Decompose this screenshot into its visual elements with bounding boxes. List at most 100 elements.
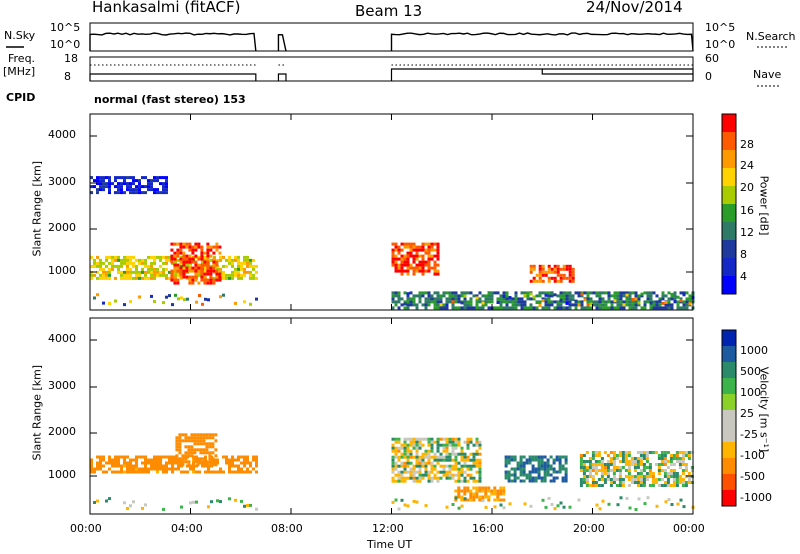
heatmap-cell <box>443 447 446 450</box>
heatmap-cell <box>187 445 190 448</box>
heatmap-cell <box>407 261 410 264</box>
heatmap-cell <box>231 265 234 268</box>
heatmap-cell <box>559 471 562 474</box>
heatmap-cell <box>545 274 548 277</box>
heatmap-cell <box>437 300 440 303</box>
heatmap-cell <box>452 477 455 480</box>
heatmap-cell <box>686 300 689 303</box>
heatmap-cell <box>129 274 132 277</box>
heatmap-cell <box>572 268 575 271</box>
heatmap-cell <box>634 469 637 472</box>
heatmap-cell <box>126 471 129 474</box>
heatmap-cell <box>595 466 598 469</box>
heatmap-cell <box>569 294 572 297</box>
heatmap-cell <box>162 262 165 265</box>
heatmap-cell <box>413 474 416 477</box>
freq-label-line1: Freq. <box>8 52 35 65</box>
heatmap-cell <box>652 472 655 475</box>
heatmap-cell <box>138 468 141 471</box>
heatmap-cell <box>404 465 407 468</box>
heatmap-cell <box>181 457 184 460</box>
heatmap-cell <box>147 271 150 274</box>
heatmap-cell <box>499 493 502 496</box>
heatmap-cell <box>179 243 182 246</box>
heatmap-cell <box>539 304 542 307</box>
heatmap-cell <box>542 268 545 271</box>
heatmap-cell <box>404 462 407 465</box>
heatmap-cell <box>599 300 602 303</box>
heatmap-cell <box>249 462 252 465</box>
heatmap-cell <box>569 268 572 271</box>
nsky-tick-low: 10^0 <box>50 38 80 51</box>
heatmap-cell <box>404 258 407 261</box>
heatmap-cell <box>535 471 538 474</box>
power-panel <box>90 176 695 309</box>
heatmap-cell <box>584 306 587 309</box>
heatmap-cell <box>187 460 190 463</box>
heatmap-cell <box>446 444 449 447</box>
heatmap-cell <box>437 459 440 462</box>
heatmap-cell <box>562 480 565 483</box>
heatmap-cell <box>476 441 479 444</box>
heatmap-cell <box>625 451 628 454</box>
heatmap-cell <box>234 271 237 274</box>
heatmap-cell <box>578 300 581 303</box>
heatmap-cell <box>188 276 191 279</box>
heatmap-cell <box>237 459 240 462</box>
heatmap-cell <box>668 300 671 303</box>
heatmap-cell <box>129 462 132 465</box>
heatmap-cell <box>671 306 674 309</box>
heatmap-cell <box>150 459 153 462</box>
heatmap-cell <box>162 471 165 474</box>
heatmap-cell <box>611 300 614 303</box>
heatmap-cell <box>653 300 656 303</box>
heatmap-cell <box>205 448 208 451</box>
heatmap-cell <box>173 276 176 279</box>
heatmap-cell <box>129 176 132 179</box>
heatmap-cell <box>599 303 602 306</box>
heatmap-cell <box>202 439 205 442</box>
heatmap-cell <box>126 262 129 265</box>
heatmap-cell <box>647 300 650 303</box>
heatmap-cell <box>198 471 201 474</box>
heatmap-cell <box>497 297 500 300</box>
heatmap-cell <box>670 475 673 478</box>
heatmap-cell <box>505 477 508 480</box>
heatmap-cell <box>419 267 422 270</box>
heatmap-cell <box>476 465 479 468</box>
heatmap-cell <box>419 480 422 483</box>
heatmap-cell <box>643 469 646 472</box>
heatmap-cell <box>211 445 214 448</box>
heatmap-cell <box>617 294 620 297</box>
heatmap-cell <box>461 480 464 483</box>
heatmap-cell <box>472 499 475 502</box>
heatmap-cell <box>195 301 198 304</box>
heatmap-cell <box>500 300 503 303</box>
heatmap-cell <box>458 438 461 441</box>
heatmap-cell <box>206 255 209 258</box>
heatmap-cell <box>472 493 475 496</box>
heatmap-cell <box>191 258 194 261</box>
heatmap-cell <box>506 303 509 306</box>
heatmap-cell <box>593 300 596 303</box>
heatmap-cell <box>398 249 401 252</box>
heatmap-cell <box>638 294 641 297</box>
heatmap-cell <box>404 447 407 450</box>
heatmap-cell <box>422 267 425 270</box>
heatmap-cell <box>470 306 473 309</box>
heatmap-cell <box>653 306 656 309</box>
heatmap-cell <box>578 499 581 502</box>
heatmap-cell <box>206 246 209 249</box>
heatmap-cell <box>398 459 401 462</box>
heatmap-cell <box>120 271 123 274</box>
heatmap-cell <box>135 468 138 471</box>
nsearch-tick-low: 10^0 <box>705 38 735 51</box>
heatmap-cell <box>550 480 553 483</box>
heatmap-cell <box>580 454 583 457</box>
heatmap-cell <box>186 298 189 301</box>
power-ytick-3000: 3000 <box>48 175 76 188</box>
heatmap-cell <box>580 481 583 484</box>
heatmap-cell <box>117 271 120 274</box>
heatmap-cell <box>126 274 129 277</box>
heatmap-cell <box>655 481 658 484</box>
